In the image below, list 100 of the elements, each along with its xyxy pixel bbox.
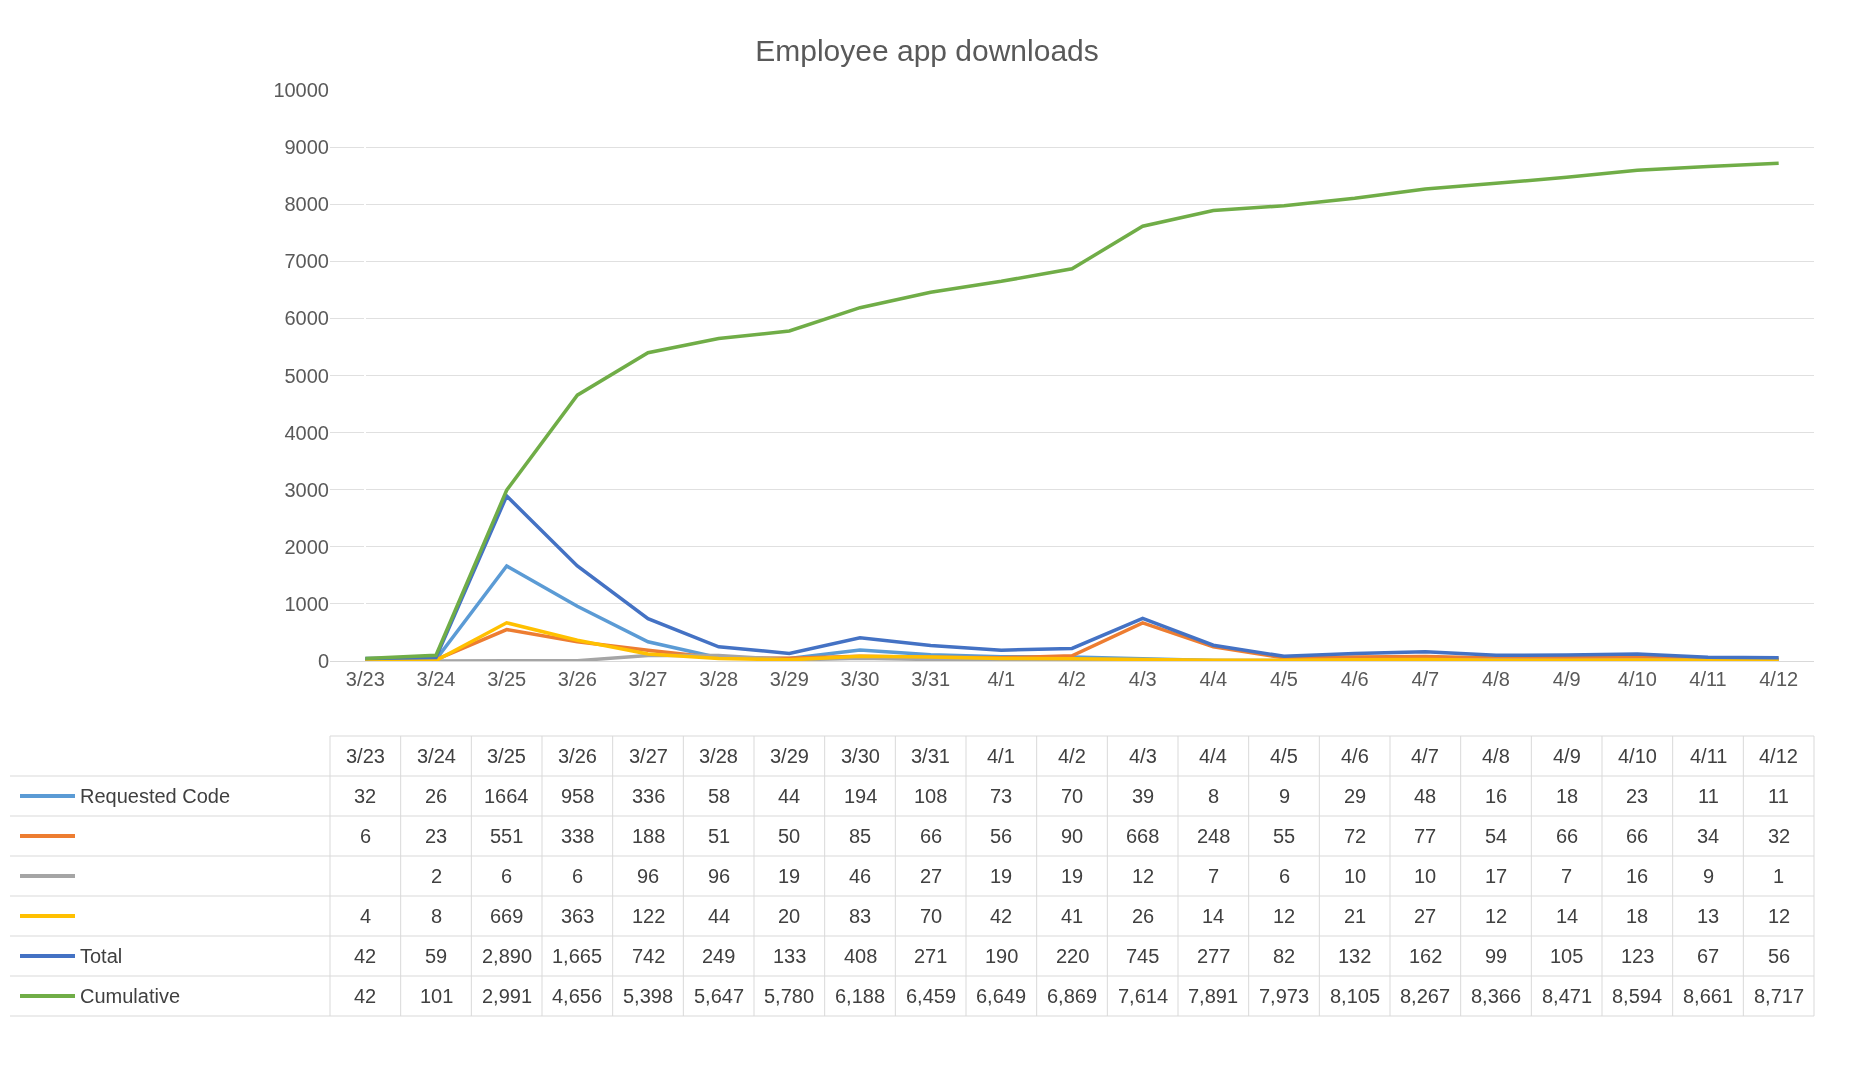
x-tick-label: 4/8	[1482, 668, 1510, 690]
data-label: 51	[708, 825, 731, 847]
data-label: 27	[1414, 905, 1437, 927]
category-label: 4/6	[1341, 745, 1369, 767]
data-label: 14	[1202, 905, 1225, 927]
y-tick-label: 8000	[284, 193, 329, 216]
category-label: 4/10	[1618, 745, 1657, 767]
data-label: 19	[1061, 865, 1084, 887]
data-label: 59	[425, 945, 448, 967]
x-tick-label: 4/2	[1058, 668, 1086, 690]
data-label: 70	[920, 905, 943, 927]
data-label: 12	[1485, 905, 1508, 927]
category-label: 3/24	[417, 745, 456, 767]
category-label: 4/8	[1482, 745, 1510, 767]
data-label: 46	[849, 865, 872, 887]
data-label: 19	[990, 865, 1013, 887]
category-label: 4/11	[1690, 745, 1728, 767]
data-label: 6,459	[906, 985, 957, 1007]
x-tick-label: 4/9	[1552, 668, 1581, 690]
data-label: 551	[490, 825, 524, 847]
x-tick-label: 4/11	[1689, 668, 1727, 690]
data-label: 26	[1132, 905, 1155, 927]
data-label: 27	[920, 865, 943, 887]
x-tick-label: 4/5	[1270, 668, 1298, 690]
data-label: 18	[1556, 785, 1579, 807]
data-label: 77	[1414, 825, 1437, 847]
data-label: 8	[1208, 785, 1220, 807]
data-label: 42	[990, 905, 1013, 927]
data-label: 29	[1344, 785, 1367, 807]
data-label: 96	[637, 865, 660, 887]
x-tick-label: 3/24	[416, 668, 456, 690]
data-label: 23	[1626, 785, 1649, 807]
x-tick-label: 3/25	[487, 668, 527, 690]
data-label: 96	[708, 865, 731, 887]
data-label: 6,649	[976, 985, 1027, 1007]
data-label: 7,973	[1259, 985, 1310, 1007]
data-label: 958	[561, 785, 595, 807]
category-label: 4/2	[1058, 745, 1086, 767]
data-label: 249	[702, 945, 736, 967]
data-label: 5,780	[764, 985, 815, 1007]
data-label: 10	[1344, 865, 1367, 887]
data-label: 4,656	[552, 985, 603, 1007]
line-series	[363, 161, 1781, 661]
data-label: 188	[632, 825, 666, 847]
data-label: 23	[425, 825, 448, 847]
data-label: 48	[1414, 785, 1437, 807]
y-tick-label: 4000	[284, 421, 329, 444]
category-label: 3/25	[487, 745, 526, 767]
x-tick-label: 4/10	[1617, 668, 1657, 690]
data-label: 248	[1197, 825, 1231, 847]
data-label: 26	[425, 785, 448, 807]
data-label: 7	[1208, 865, 1220, 887]
data-label: 8,594	[1612, 985, 1663, 1007]
data-label: 122	[632, 905, 666, 927]
data-label: 19	[778, 865, 801, 887]
legend-label: Requested Code	[80, 785, 231, 807]
x-tick-label: 4/7	[1411, 668, 1440, 690]
data-label: 54	[1485, 825, 1508, 847]
data-label: 34	[1697, 825, 1720, 847]
data-label: 18	[1626, 905, 1649, 927]
data-label: 6,869	[1047, 985, 1098, 1007]
x-tick-label: 3/27	[628, 668, 668, 690]
data-label: 12	[1273, 905, 1296, 927]
chart-title: Employee app downloads	[755, 33, 1099, 67]
data-label: 13	[1697, 905, 1720, 927]
data-label: 101	[420, 985, 454, 1007]
data-label: 8,661	[1683, 985, 1734, 1007]
data-label: 70	[1061, 785, 1084, 807]
category-label: 4/3	[1129, 745, 1157, 767]
y-tick-label: 3000	[284, 478, 329, 501]
data-label: 41	[1061, 905, 1084, 927]
y-tick-label: 10000	[273, 79, 329, 101]
data-label: 20	[778, 905, 801, 927]
data-label: 9	[1703, 865, 1715, 887]
y-tick-label: 5000	[284, 364, 329, 387]
data-label: 55	[1273, 825, 1296, 847]
data-label: 56	[1768, 945, 1791, 967]
data-label: 336	[632, 785, 666, 807]
data-label: 83	[849, 905, 872, 927]
data-label: 194	[844, 785, 878, 807]
x-tick-label: 3/23	[345, 668, 385, 690]
data-label: 85	[849, 825, 872, 847]
data-label: 58	[708, 785, 731, 807]
data-label: 338	[561, 825, 595, 847]
data-label: 4	[360, 905, 372, 927]
data-label: 66	[1626, 825, 1649, 847]
data-label: 8,717	[1754, 985, 1805, 1007]
data-label: 73	[990, 785, 1013, 807]
data-label: 132	[1338, 945, 1372, 967]
data-label: 2,890	[482, 945, 533, 967]
y-tick-label: 2000	[284, 535, 329, 558]
x-tick-label: 3/26	[557, 668, 597, 690]
category-label: 4/1	[987, 745, 1015, 767]
data-label: 2	[431, 865, 443, 887]
data-label: 133	[773, 945, 807, 967]
category-label: 3/27	[629, 745, 668, 767]
legend-label: Cumulative	[80, 985, 181, 1007]
data-label: 14	[1556, 905, 1579, 927]
data-label: 5,647	[694, 985, 745, 1007]
data-label: 32	[1768, 825, 1791, 847]
